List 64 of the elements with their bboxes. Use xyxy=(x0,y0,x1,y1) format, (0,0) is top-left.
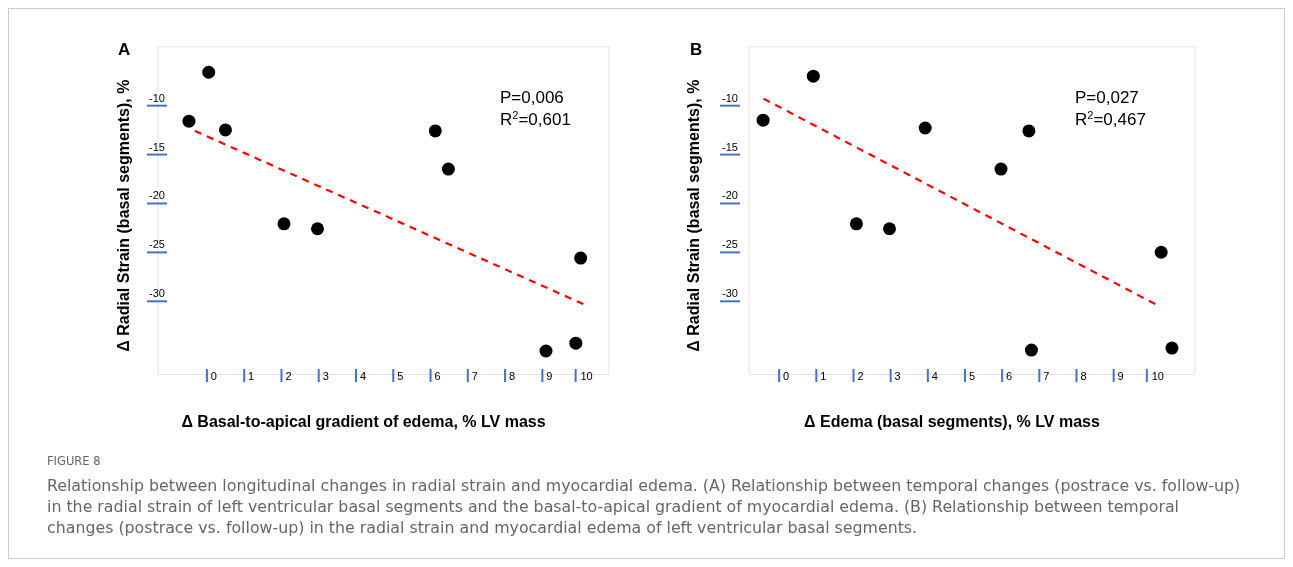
annotation: P=0,006 xyxy=(500,88,564,107)
x-tick-label: 4 xyxy=(359,370,367,382)
annotation: R$^{2}$=0,467 xyxy=(1075,109,1146,129)
y-tick-label: -30 xyxy=(149,287,165,300)
point xyxy=(1022,124,1036,138)
x-tick-label: 8 xyxy=(509,370,516,382)
x-tick-label: 6 xyxy=(1006,370,1013,382)
y-tick-label: -15 xyxy=(149,140,165,153)
point xyxy=(539,344,553,358)
point xyxy=(882,222,896,236)
x-tick-label: 8 xyxy=(1080,370,1087,382)
x-tick-label: 0 xyxy=(783,370,790,382)
x-tick-label: 9 xyxy=(1117,370,1124,382)
x-tick-label: 7 xyxy=(471,370,478,382)
chart-title: A xyxy=(118,39,131,59)
point xyxy=(569,336,583,350)
x-tick-label: 3 xyxy=(322,370,329,382)
x-tick-label: 5 xyxy=(397,370,404,382)
y-tick-label: -15 xyxy=(722,140,738,153)
point xyxy=(918,121,932,135)
x-axis-title: Δ Basal-to-apical gradient of edema, % LV mass xyxy=(181,413,546,430)
annotation: R$^{2}$=0,601 xyxy=(500,109,571,129)
x-tick-label: 10 xyxy=(580,370,593,382)
point xyxy=(277,217,291,231)
point xyxy=(994,162,1008,176)
point xyxy=(311,222,325,236)
point xyxy=(1024,343,1038,357)
y-tick-label: -10 xyxy=(149,91,165,104)
y-tick-label: -20 xyxy=(722,189,738,202)
point xyxy=(806,69,820,83)
x-tick-label: 6 xyxy=(434,370,441,382)
y-tick-label: -25 xyxy=(722,238,738,251)
point xyxy=(849,217,863,231)
y-axis-title: Δ Radial Strain (basal segments), % xyxy=(115,79,132,352)
y-axis-title: Δ Radial Strain (basal segments), % xyxy=(685,79,702,352)
annotation: P=0,027 xyxy=(1075,88,1139,107)
y-tick-label: -20 xyxy=(149,189,165,202)
point xyxy=(441,162,455,176)
point xyxy=(1154,245,1168,259)
point xyxy=(428,124,442,138)
y-tick-label: -25 xyxy=(149,238,165,251)
x-tick-label: 1 xyxy=(248,370,255,382)
x-tick-label: 2 xyxy=(857,370,864,382)
chart-title: B xyxy=(690,39,703,59)
x-tick-label: 10 xyxy=(1151,370,1164,382)
y-tick-label: -10 xyxy=(722,91,738,104)
x-axis-title: Δ Edema (basal segments), % LV mass xyxy=(804,413,1100,430)
x-tick-label: 7 xyxy=(1043,370,1050,382)
y-tick-label: -30 xyxy=(722,287,738,300)
x-tick-label: 2 xyxy=(285,370,292,382)
point xyxy=(182,114,196,128)
point xyxy=(218,123,232,137)
point xyxy=(202,65,216,79)
x-tick-label: 3 xyxy=(894,370,901,382)
text: Relationship between longitudinal changes in radial strain and myocardial edema. (A) Relationship between temporal changes (postrace vs. follow-up) in the radial strain of left ventricular basal segments and the basal-to-apical gradient of myocardial edema. (B) Relationship between temporal changes (postrace vs. follow-up) in the radial strain and myocardial edema of left ventricular basal segments. xyxy=(47,475,1242,538)
x-tick-label: 9 xyxy=(546,370,553,382)
point xyxy=(574,251,588,265)
x-tick-label: 5 xyxy=(968,370,976,382)
point xyxy=(756,113,770,127)
x-tick-label: 0 xyxy=(210,370,217,382)
x-tick-label: 4 xyxy=(931,370,938,382)
point xyxy=(1165,341,1179,355)
x-tick-label: 1 xyxy=(820,370,827,382)
caption: FIGURE 8 xyxy=(47,454,102,468)
